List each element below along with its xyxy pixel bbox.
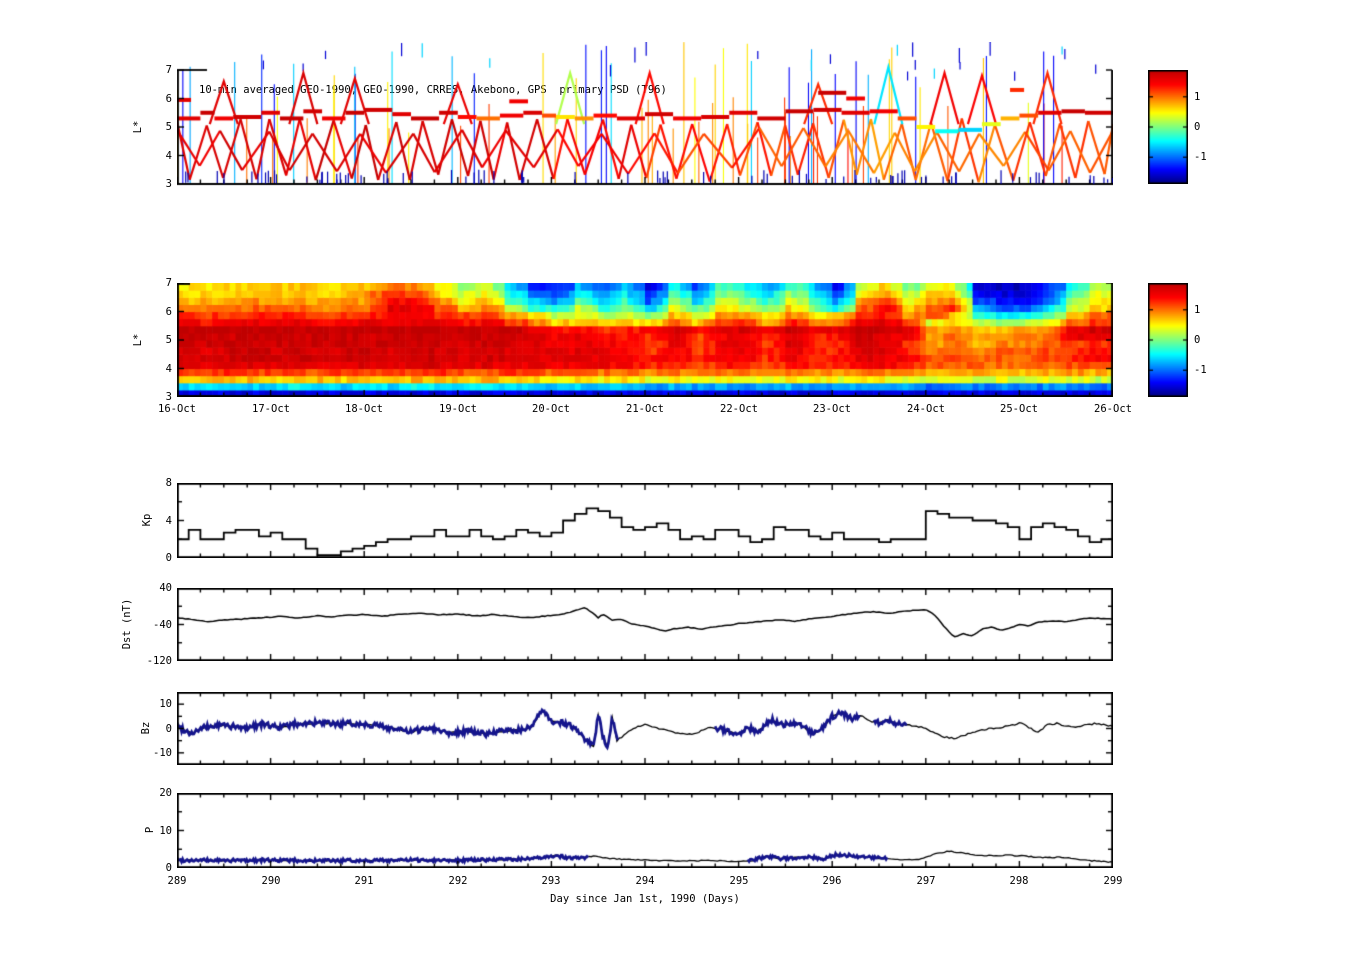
psd-spectrogram-ytick-label: 6 bbox=[165, 306, 172, 318]
colorbar-1 bbox=[1148, 70, 1188, 184]
bz-ytick-label: 0 bbox=[165, 723, 172, 735]
p-ytick-label: 10 bbox=[159, 825, 172, 837]
xaxis-tick-label: 298 bbox=[1009, 875, 1029, 887]
psd-scatter-ytick-label: 6 bbox=[165, 93, 172, 105]
date-tick-label: 21-Oct bbox=[626, 403, 664, 415]
date-tick-label: 16-Oct bbox=[158, 403, 196, 415]
date-tick-label: 18-Oct bbox=[345, 403, 383, 415]
psd-spectrogram-ytick-label: 7 bbox=[165, 277, 172, 289]
dst-ytick-label: -120 bbox=[146, 655, 172, 667]
colorbar-2 bbox=[1148, 283, 1188, 397]
kp-ytick-label: 4 bbox=[165, 515, 172, 527]
kp-panel bbox=[177, 483, 1113, 558]
date-tick-label: 19-Oct bbox=[439, 403, 477, 415]
psd-scatter-ytick-label: 4 bbox=[165, 150, 172, 162]
xaxis-tick-label: 293 bbox=[541, 875, 561, 887]
dst-panel bbox=[177, 588, 1113, 661]
psd-spectrogram-ytick-label: 3 bbox=[165, 391, 172, 403]
colorbar-2-tick-label: -1 bbox=[1194, 364, 1207, 376]
xaxis-tick-label: 295 bbox=[729, 875, 749, 887]
p-ytick-label: 0 bbox=[165, 862, 172, 874]
colorbar-2-tick-label: 1 bbox=[1194, 304, 1201, 316]
date-tick-label: 23-Oct bbox=[813, 403, 851, 415]
bz-ytick-label: 10 bbox=[159, 698, 172, 710]
colorbar-1-tick-label: 0 bbox=[1194, 121, 1201, 133]
dst-ytick-label: -40 bbox=[153, 619, 172, 631]
xaxis-tick-label: 294 bbox=[635, 875, 655, 887]
psd-spectrogram-ytick-label: 5 bbox=[165, 334, 172, 346]
bz-ytick-label: -10 bbox=[153, 747, 172, 759]
xaxis-tick-label: 290 bbox=[261, 875, 281, 887]
psd-scatter-ytick-label: 3 bbox=[165, 178, 172, 190]
psd-spectrogram-panel bbox=[177, 283, 1113, 397]
psd-scatter-ytick-label: 7 bbox=[165, 64, 172, 76]
xaxis-tick-label: 296 bbox=[822, 875, 842, 887]
date-tick-label: 25-Oct bbox=[1000, 403, 1038, 415]
dst-ytick-label: 40 bbox=[159, 582, 172, 594]
date-tick-label: 17-Oct bbox=[252, 403, 290, 415]
xaxis-tick-label: 292 bbox=[448, 875, 468, 887]
kp-ytick-label: 8 bbox=[165, 477, 172, 489]
colorbar-2-tick-label: 0 bbox=[1194, 334, 1201, 346]
psd-scatter-ytick-label: 5 bbox=[165, 121, 172, 133]
psd-scatter-panel bbox=[177, 42, 1113, 186]
colorbar-1-tick-label: -1 bbox=[1194, 151, 1207, 163]
kp-ytick-label: 0 bbox=[165, 552, 172, 564]
xaxis-tick-label: 297 bbox=[916, 875, 936, 887]
date-tick-label: 24-Oct bbox=[907, 403, 945, 415]
p-ytick-label: 20 bbox=[159, 787, 172, 799]
date-tick-label: 22-Oct bbox=[720, 403, 758, 415]
p-panel bbox=[177, 793, 1113, 868]
psd-spectrogram-ytick-label: 4 bbox=[165, 363, 172, 375]
colorbar-1-tick-label: 1 bbox=[1194, 91, 1201, 103]
date-tick-label: 26-Oct bbox=[1094, 403, 1132, 415]
xaxis-tick-label: 291 bbox=[354, 875, 374, 887]
xaxis-title: Day since Jan 1st, 1990 (Days) bbox=[550, 893, 740, 905]
xaxis-tick-label: 289 bbox=[167, 875, 187, 887]
bz-panel bbox=[177, 692, 1113, 765]
xaxis-tick-label: 299 bbox=[1103, 875, 1123, 887]
date-tick-label: 20-Oct bbox=[532, 403, 570, 415]
